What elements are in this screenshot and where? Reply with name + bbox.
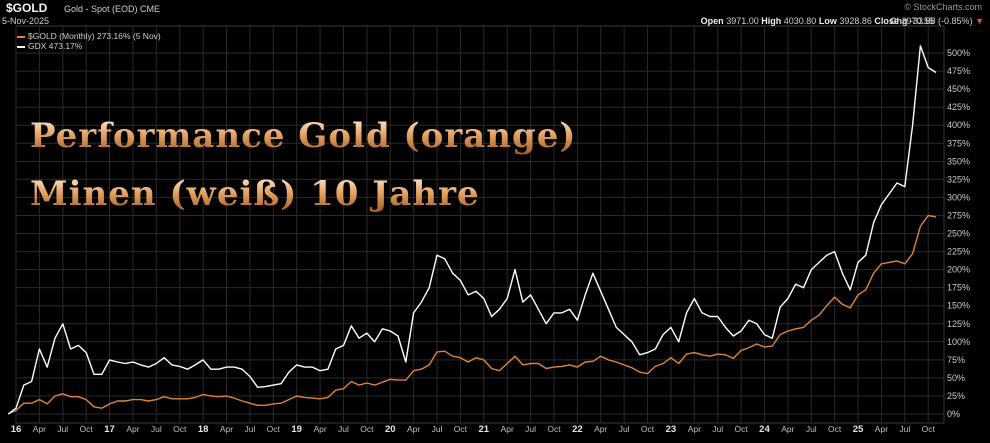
x-tick-label: 24 [759, 424, 770, 435]
x-tick-label: Oct [173, 424, 187, 434]
x-tick-label: Jul [338, 424, 349, 434]
y-tick-label: 350% [947, 156, 970, 166]
y-tick-label: 100% [947, 337, 970, 347]
x-tick-label: 25 [853, 424, 864, 435]
x-tick-label: Oct [641, 424, 655, 434]
x-tick-label: Jul [57, 424, 68, 434]
y-tick-label: 150% [947, 301, 970, 311]
y-tick-label: 175% [947, 283, 970, 293]
x-tick-label: Jul [619, 424, 630, 434]
legend-swatch-gdx [17, 45, 25, 48]
x-tick-label: 16 [11, 424, 22, 435]
low-label: Low [818, 16, 837, 26]
change-readout: Chg -33.88 (-0.85%) ▼ [890, 16, 984, 26]
symbol-description: Gold - Spot (EOD) CME [64, 4, 160, 14]
x-tick-label: Oct [547, 424, 561, 434]
x-tick-label: 20 [385, 424, 396, 435]
x-tick-label: Jul [151, 424, 162, 434]
x-tick-label: Jul [432, 424, 443, 434]
x-tick-label: Apr [781, 424, 794, 434]
x-tick-label: 21 [479, 424, 490, 435]
x-tick-label: Apr [33, 424, 46, 434]
x-tick-label: Oct [454, 424, 468, 434]
y-tick-label: 500% [947, 48, 970, 58]
x-tick-label: Jul [899, 424, 910, 434]
close-value: 3970.55 [901, 16, 934, 26]
x-tick-label: Apr [220, 424, 233, 434]
open-value: 3971.00 [726, 16, 759, 26]
y-tick-label: 275% [947, 210, 970, 220]
x-tick-label: 18 [198, 424, 209, 435]
y-tick-label: 25% [947, 391, 965, 401]
y-tick-label: 200% [947, 265, 970, 275]
y-tick-label: 50% [947, 373, 965, 383]
ohlc-readout: Open 3971.00 High 4030.80 Low 3928.86 Cl… [701, 16, 934, 26]
y-tick-label: 325% [947, 174, 970, 184]
open-label: Open [700, 16, 724, 26]
legend-label-gold: $GOLD (Monthly) 273.16% (5 Nov) [28, 31, 161, 41]
chg-value: -33.88 (-0.85%) [910, 16, 973, 26]
y-tick-label: 450% [947, 84, 970, 94]
gold-series-line [7, 214, 937, 415]
x-tick-label: Oct [267, 424, 281, 434]
chg-label: Chg [890, 16, 908, 26]
y-tick-label: 300% [947, 192, 970, 202]
y-tick-label: 0% [947, 409, 960, 419]
x-tick-label: Oct [80, 424, 94, 434]
description-text: Gold - Spot (EOD) [64, 4, 138, 14]
high-value: 4030.80 [783, 16, 817, 26]
legend-label-gdx: GDX 473.17% [28, 41, 83, 51]
y-tick-label: 75% [947, 355, 965, 365]
x-tick-label: Jul [525, 424, 536, 434]
y-tick-label: 225% [947, 247, 970, 257]
x-tick-label: Apr [407, 424, 420, 434]
x-tick-label: 19 [291, 424, 302, 435]
x-tick-label: Jul [806, 424, 817, 434]
x-tick-label: 17 [104, 424, 115, 435]
x-tick-label: Jul [244, 424, 255, 434]
x-tick-label: 23 [666, 424, 677, 435]
x-tick-label: Apr [594, 424, 607, 434]
symbol-label: $GOLD [6, 1, 48, 15]
overlay-title-line1: Performance Gold (orange) [30, 116, 577, 156]
y-tick-label: 375% [947, 138, 970, 148]
close-label: Close [874, 16, 899, 26]
x-tick-label: Oct [922, 424, 936, 434]
legend-item-gdx: GDX 473.17% [17, 41, 82, 51]
date-label: 5-Nov-2025 [2, 16, 50, 26]
x-tick-label: Oct [734, 424, 748, 434]
exchange-text: CME [140, 4, 161, 14]
gdx-series-line [7, 45, 937, 415]
y-tick-label: 125% [947, 319, 970, 329]
x-tick-label: Oct [360, 424, 374, 434]
x-tick-label: 22 [572, 424, 583, 435]
y-tick-label: 425% [947, 102, 970, 112]
x-tick-label: Apr [875, 424, 888, 434]
legend-item-gold: $GOLD (Monthly) 273.16% (5 Nov) [17, 31, 161, 41]
down-arrow-icon: ▼ [975, 16, 984, 26]
high-label: High [761, 16, 782, 26]
x-tick-label: Apr [688, 424, 701, 434]
low-value: 3928.86 [839, 16, 872, 26]
y-tick-label: 400% [947, 120, 970, 130]
legend-swatch-gold [17, 35, 25, 38]
x-tick-label: Apr [126, 424, 139, 434]
y-tick-label: 475% [947, 66, 970, 76]
x-tick-label: Oct [828, 424, 842, 434]
y-tick-label: 250% [947, 229, 970, 239]
brand-label: © StockCharts.com [904, 2, 982, 12]
overlay-title-line2: Minen (weiß) 10 Jahre [30, 174, 480, 214]
x-tick-label: Apr [501, 424, 514, 434]
x-tick-label: Jul [712, 424, 723, 434]
x-tick-label: Apr [313, 424, 326, 434]
